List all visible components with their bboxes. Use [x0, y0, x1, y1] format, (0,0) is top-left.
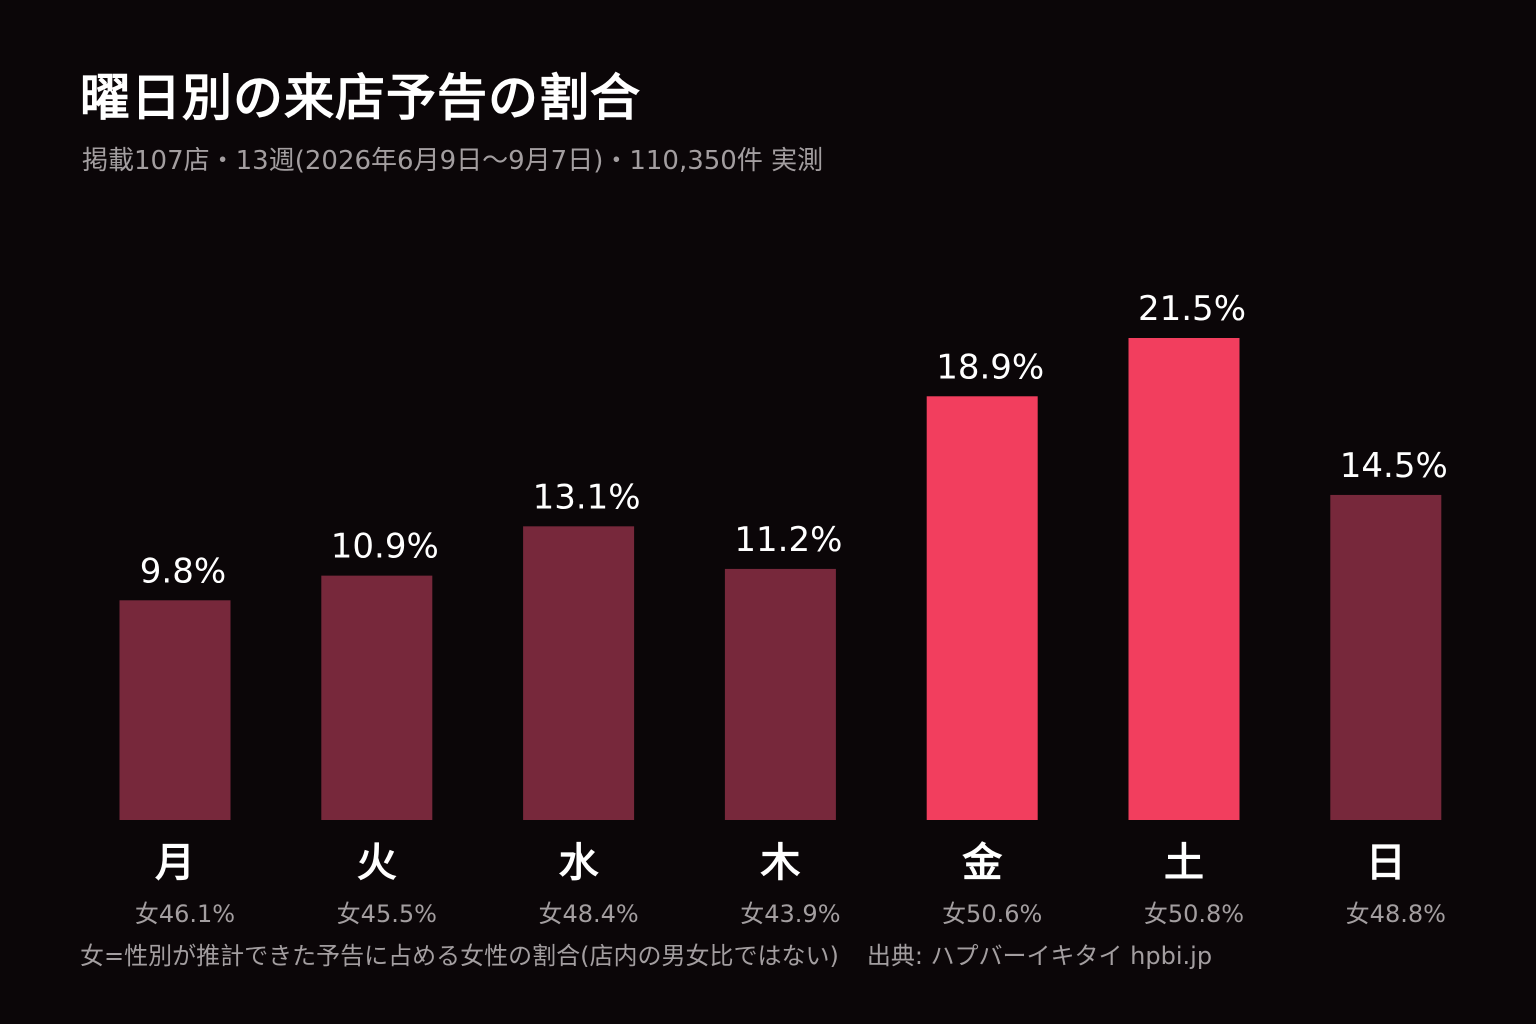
chart-subtitle: 掲載107店・13週(2026年6月9日〜9月7日)・110,350件 実測 [82, 146, 824, 176]
category-label: 月 [155, 840, 195, 886]
footnote: 女=性別が推計できた予告に占める女性の割合(店内の男女比ではない) 出典: ハプバ… [80, 936, 1212, 971]
category-label: 土 [1164, 840, 1204, 886]
category-label: 金 [961, 840, 1003, 886]
female-share-label: 女50.8% [1144, 900, 1244, 928]
female-share-label: 女50.6% [942, 900, 1042, 928]
bar [1330, 494, 1442, 820]
bar [926, 396, 1038, 820]
category-label: 火 [357, 840, 397, 886]
data-label: 13.1% [533, 477, 641, 517]
bar [321, 575, 433, 820]
data-label: 9.8% [140, 551, 226, 591]
female-share-label: 女48.8% [1346, 900, 1446, 928]
data-label: 21.5% [1138, 289, 1246, 329]
bar [523, 526, 635, 820]
source-text: 出典: ハプバーイキタイ hpbi.jp [866, 942, 1213, 970]
chart-title: 曜日別の来店予告の割合 [80, 69, 641, 127]
data-label: 18.9% [936, 347, 1044, 387]
bar [119, 600, 231, 820]
category-label: 水 [559, 840, 600, 886]
footnote-text: 女=性別が推計できた予告に占める女性の割合(店内の男女比ではない) [80, 942, 839, 970]
category-label: 日 [1366, 840, 1406, 886]
bar [724, 568, 836, 820]
data-label: 11.2% [734, 520, 842, 560]
bar [1128, 338, 1240, 820]
female-share-label: 女48.4% [538, 900, 638, 928]
female-share-label: 女43.9% [740, 900, 840, 928]
female-share-label: 女45.5% [337, 900, 437, 928]
data-label: 10.9% [331, 527, 439, 567]
category-label: 木 [760, 840, 800, 886]
data-label: 14.5% [1340, 446, 1448, 486]
female-share-label: 女46.1% [135, 900, 235, 928]
